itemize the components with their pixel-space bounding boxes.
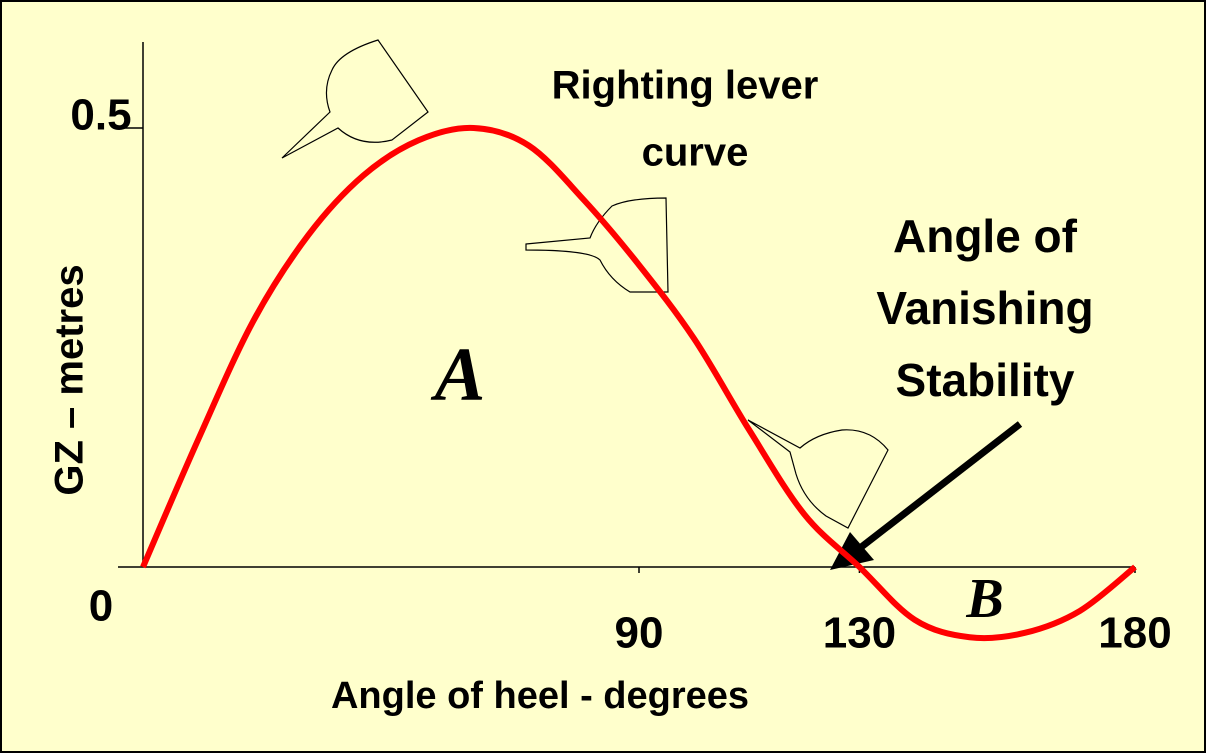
region-label: B (965, 568, 1003, 630)
vanishing-label: Stability (896, 354, 1075, 406)
y-tick-label: 0.5 (70, 91, 131, 140)
curve-label: curve (642, 131, 749, 175)
x-tick-label: 180 (1098, 609, 1171, 658)
chart: GZ – metres Angle of heel - degrees Righ… (0, 0, 1207, 754)
x-axis-label: Angle of heel - degrees (331, 675, 749, 717)
region-label: A (431, 332, 486, 416)
y-axis-label: GZ – metres (48, 264, 92, 495)
y-tick-label: 0 (89, 582, 113, 631)
x-tick-label: 130 (823, 609, 896, 658)
vanishing-label: Vanishing (876, 282, 1093, 334)
x-tick-label: 90 (615, 609, 664, 658)
vanishing-label: Angle of (893, 210, 1078, 262)
curve-label: Righting lever (552, 64, 819, 108)
